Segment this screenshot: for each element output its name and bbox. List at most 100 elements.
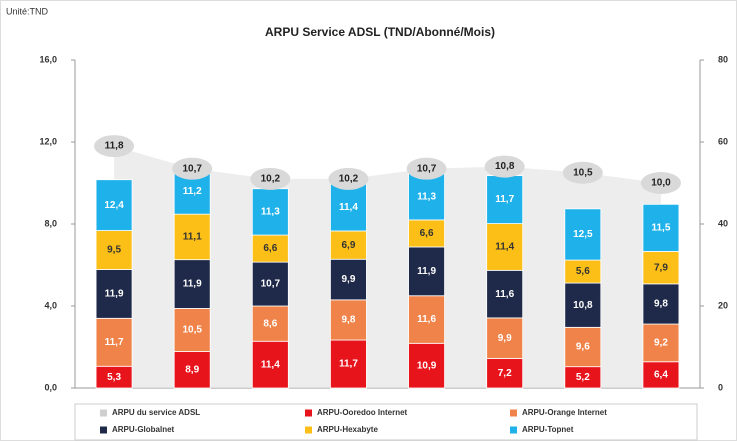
bar-segment [408, 173, 445, 221]
legend-swatch [100, 409, 107, 417]
data-label: 9,8 [341, 315, 355, 326]
label-bubble [172, 157, 213, 180]
data-label: 10,5 [573, 167, 593, 178]
bar-segment [642, 361, 680, 389]
data-label: 5,2 [576, 372, 590, 383]
bar-segment [95, 179, 133, 231]
data-label: 9,8 [654, 299, 668, 310]
data-label: 6,6 [420, 228, 434, 239]
data-label: 11,3 [261, 207, 280, 218]
data-label: 6,6 [263, 243, 277, 254]
bar-segment [486, 175, 524, 224]
data-label: 6,9 [341, 240, 355, 251]
bar-segment [486, 317, 524, 359]
bar-segment [564, 282, 602, 328]
bar-segment [251, 234, 289, 263]
legend-label: ARPU-Orange Internet [522, 408, 607, 417]
y-tick-label: 4,0 [44, 300, 57, 310]
y2-tick-label: 0 [718, 382, 723, 392]
bar-segment [95, 269, 133, 319]
bar-segment [173, 308, 211, 352]
y-tick-label: 8,0 [44, 218, 57, 228]
y2-tick-label: 60 [718, 136, 728, 146]
data-label: 11,3 [417, 191, 436, 202]
data-label: 11,6 [417, 314, 436, 325]
label-bubble [640, 172, 681, 194]
data-label: 11,8 [105, 141, 124, 152]
data-label: 11,6 [495, 289, 514, 300]
data-label: 10,2 [261, 174, 281, 185]
data-label: 5,6 [576, 266, 590, 277]
chart-title: ARPU Service ADSL (TND/Abonné/Mois) [265, 25, 495, 39]
data-label: 10,8 [573, 300, 593, 311]
data-label: 11,1 [183, 232, 202, 243]
legend-swatch [305, 409, 312, 417]
bar-segment [95, 230, 133, 270]
bar-segment [251, 305, 289, 342]
label-bubble [328, 167, 369, 190]
bar-segment [330, 258, 367, 301]
legend-label: ARPU-Ooredoo Internet [317, 408, 408, 417]
data-label: 7,2 [498, 368, 512, 379]
bar-segment [408, 342, 445, 389]
data-label: 9,9 [498, 333, 512, 344]
data-label: 10,7 [417, 163, 437, 174]
data-label: 11,2 [183, 186, 202, 197]
bar-segment [330, 183, 367, 232]
data-label: 11,9 [417, 266, 436, 277]
bar-segment [95, 317, 133, 367]
bar-segment [642, 283, 680, 325]
legend-label: ARPU-Hexabyte [317, 425, 378, 434]
data-label: 11,4 [261, 359, 280, 370]
bar-segment [173, 213, 211, 261]
bar-segment [408, 246, 445, 297]
data-label: 8,6 [263, 318, 277, 329]
bar-segment [642, 203, 680, 252]
data-label: 12,5 [573, 229, 593, 240]
data-label: 9,9 [341, 274, 355, 285]
y2-tick-label: 40 [718, 218, 728, 228]
data-label: 11,4 [495, 242, 514, 253]
legend-swatch [100, 426, 107, 434]
data-label: 11,9 [183, 279, 202, 290]
bar-segment [251, 340, 289, 389]
bar-segment [251, 188, 289, 236]
data-label: 11,5 [651, 223, 670, 234]
legend [74, 403, 698, 441]
data-label: 11,7 [105, 337, 124, 348]
label-bubble [94, 135, 135, 158]
label-bubble [406, 157, 447, 180]
data-label: 9,2 [654, 338, 668, 349]
bar-segment [486, 223, 524, 271]
legend-swatch [510, 409, 517, 417]
data-label: 5,3 [107, 372, 121, 383]
data-label: 10,7 [261, 279, 281, 290]
label-bubble [562, 161, 603, 184]
data-label: 11,4 [339, 202, 358, 213]
legend-label: ARPU-Globalnet [112, 425, 175, 434]
data-label: 10,2 [339, 174, 359, 185]
legend-label: ARPU du service ADSL [112, 408, 200, 417]
unit-label: Unité:TND [6, 6, 49, 16]
legend-swatch [510, 426, 517, 434]
y-tick-label: 12,0 [39, 136, 57, 146]
data-label: 11,9 [105, 289, 124, 300]
legend-label: ARPU-Topnet [522, 425, 574, 434]
bar-segment [251, 261, 289, 307]
data-label: 9,5 [107, 245, 121, 256]
data-label: 10,7 [182, 163, 202, 174]
data-label: 10,8 [495, 161, 515, 172]
data-label: 9,6 [576, 342, 590, 353]
data-label: 10,9 [417, 360, 437, 371]
data-label: 12,4 [104, 200, 124, 211]
y2-tick-label: 80 [718, 54, 728, 64]
bar-segment [642, 323, 680, 363]
data-label: 10,0 [651, 178, 671, 189]
bar-segment [408, 295, 445, 344]
data-label: 11,7 [495, 194, 514, 205]
bar-segment [564, 208, 602, 261]
bar-segment [330, 299, 367, 341]
bar-segment [408, 219, 445, 248]
